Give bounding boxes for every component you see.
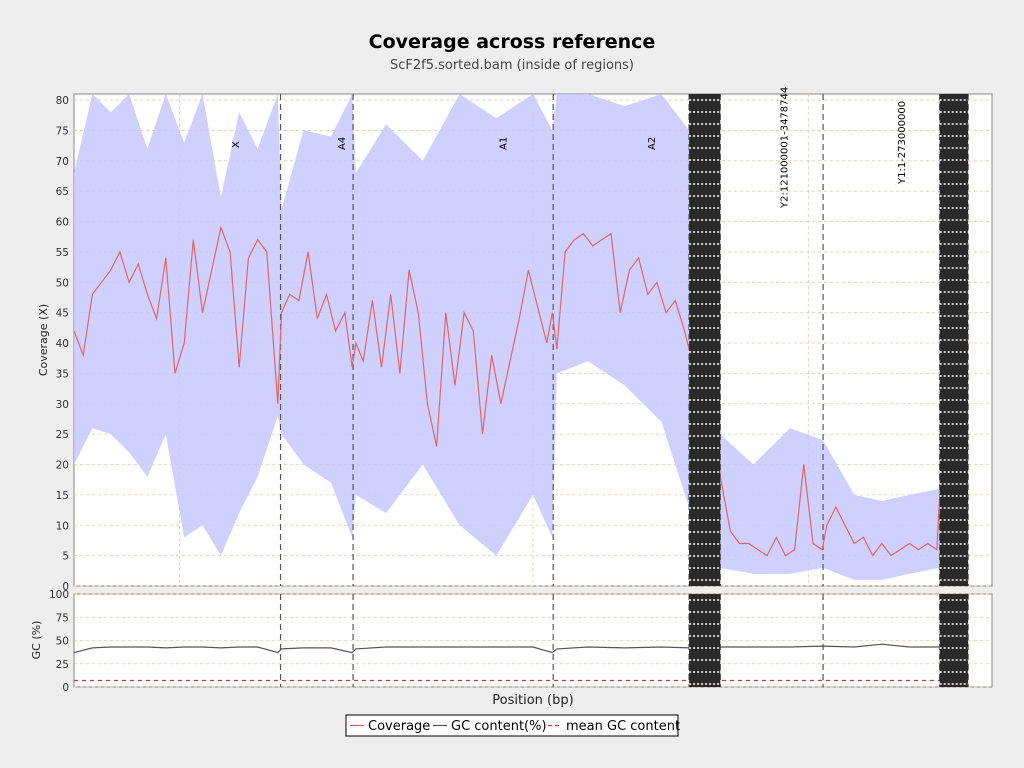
legend-mean-gc-label: mean GC content: [566, 719, 680, 734]
coverage-y-tick-label: 40: [56, 338, 69, 350]
coverage-y-tick-label: 75: [56, 125, 69, 137]
coverage-y-tick-label: 60: [56, 217, 69, 229]
coverage-y-tick-label: 25: [56, 429, 69, 441]
coverage-y-tick-label: 70: [56, 156, 69, 168]
gc-y-tick-label: 75: [56, 612, 69, 624]
region-label: Y2:121000001-3478744: [779, 87, 790, 209]
coverage-y-tick-label: 80: [56, 95, 69, 107]
coverage-y-tick-label: 65: [56, 186, 69, 198]
region-label: X: [231, 141, 242, 148]
gc-dense-region-block: [939, 594, 969, 687]
region-label: A4: [337, 137, 348, 150]
gc-y-tick-label: 50: [56, 636, 69, 648]
legend: Coverage GC content(%) mean GC content: [345, 714, 680, 737]
gc-dense-region-blocks: [689, 594, 969, 687]
gc-grid: [74, 593, 992, 688]
coverage-band: [74, 94, 940, 580]
coverage-y-tick-label: 15: [56, 490, 69, 502]
coverage-y-tick-label: 35: [56, 368, 69, 380]
legend-box: [345, 714, 679, 737]
gc-y-tick-label: 100: [49, 589, 69, 601]
gc-y-ticks: 0 25 50 75 100: [49, 589, 69, 694]
region-label: A2: [647, 137, 658, 150]
region-label: Y1:1-273000000: [897, 101, 908, 185]
coverage-line: [73, 225, 941, 557]
coverage-y-tick-label: 45: [56, 308, 69, 320]
region-label: A1: [498, 137, 509, 150]
coverage-panel: X A4 A1 A2 Y2:121000001-3478744 Y1:1-27300000…: [37, 87, 993, 593]
coverage-y-tick-label: 5: [62, 551, 69, 563]
x-axis-label: Position (bp): [492, 693, 573, 708]
gc-dense-region-block: [689, 594, 721, 687]
coverage-y-axis-label: Coverage (X): [37, 304, 50, 376]
coverage-y-tick-label: 10: [56, 520, 69, 532]
coverage-y-tick-label: 0: [62, 581, 69, 593]
coverage-y-tick-label: 50: [56, 277, 69, 289]
dense-region-blocks: [689, 94, 969, 586]
coverage-y-tick-label: 55: [56, 247, 69, 259]
gc-y-tick-label: 25: [56, 659, 69, 671]
legend-gc-label: GC content(%): [451, 719, 547, 734]
chart-title: Coverage across reference: [369, 31, 656, 53]
region-labels: X A4 A1 A2 Y2:121000001-3478744 Y1:1-27300000…: [231, 87, 908, 209]
coverage-y-ticks: 0 5 10 15 20 25 30 35 40 45 50 55 60 65 70 75 80: [56, 95, 69, 593]
coverage-y-tick-label: 30: [56, 399, 69, 411]
gc-y-tick-label: 0: [62, 682, 69, 694]
coverage-std-band: [74, 94, 940, 580]
chart-subtitle: ScF2f5.sorted.bam (inside of regions): [390, 58, 634, 73]
gc-y-axis-label: GC (%): [30, 621, 43, 660]
gc-panel: 0 25 50 75 100 GC (%): [30, 589, 993, 694]
legend-coverage-label: Coverage: [368, 719, 430, 734]
gc-content-line: [73, 643, 940, 654]
coverage-y-tick-label: 20: [56, 460, 69, 472]
